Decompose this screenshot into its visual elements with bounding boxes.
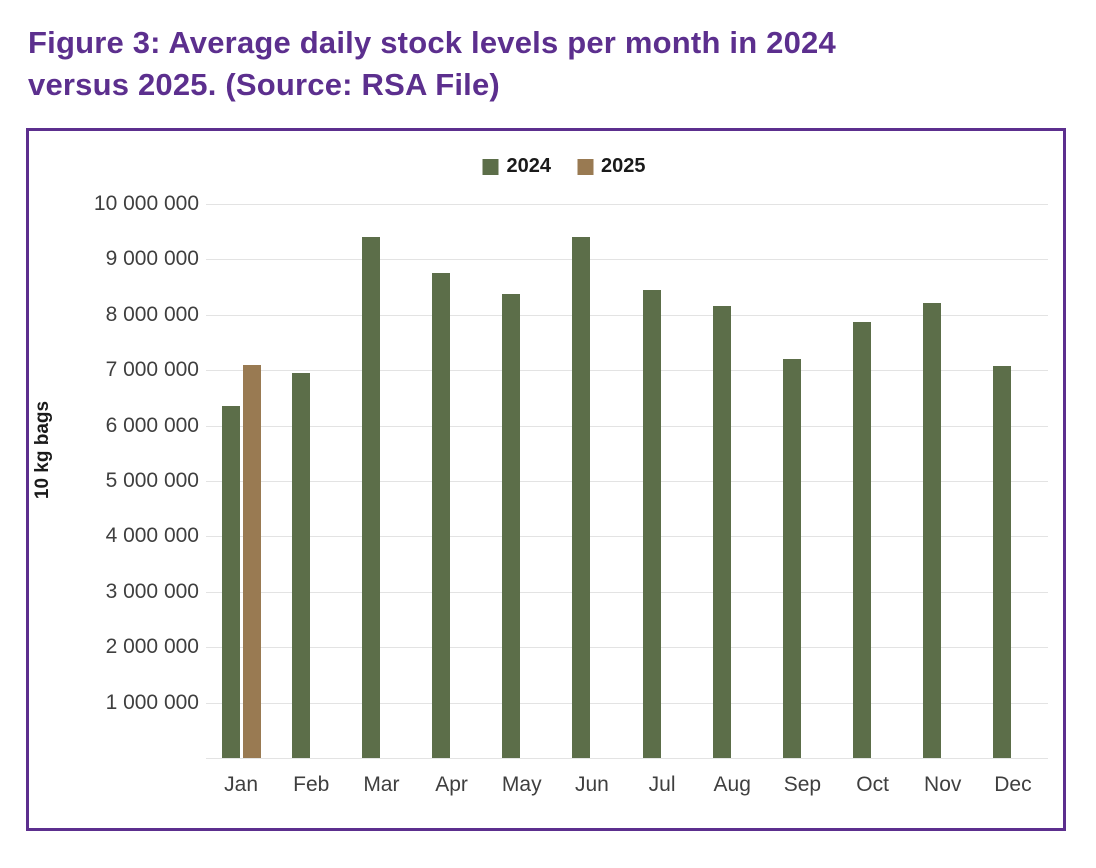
bar-2024-Jan [221, 406, 240, 758]
x-axis-label-Nov: Nov [924, 773, 962, 796]
y-tick-label: 10 000 000 [93, 192, 199, 215]
bar-2024-Jun [572, 237, 591, 758]
y-tick-label: 4 000 000 [105, 524, 199, 548]
gridline [206, 702, 1048, 704]
figure-title: Figure 3: Average daily stock levels per… [28, 22, 1048, 106]
x-axis-label-Dec: Dec [994, 773, 1032, 796]
figure-title-line1: Figure 3: Average daily stock levels per… [28, 25, 836, 60]
y-tick-label: 2 000 000 [105, 635, 199, 659]
chart-legend: 2024 2025 [482, 155, 646, 178]
gridline [206, 314, 1048, 316]
gridline [206, 370, 1048, 372]
bar-2024-Dec [993, 365, 1012, 758]
x-axis-label-Aug: Aug [713, 773, 751, 796]
bar-2024-Feb [291, 372, 310, 758]
x-axis-label-Mar: Mar [363, 773, 400, 796]
gridline [206, 536, 1048, 538]
gridline [206, 425, 1048, 427]
bar-2024-Sep [782, 359, 801, 758]
x-axis-label-Jan: Jan [224, 773, 258, 796]
x-axis-label-Jun: Jun [574, 773, 609, 796]
legend-item-2024: 2024 [482, 155, 552, 178]
x-axis-label-Sep: Sep [783, 773, 822, 796]
y-tick-label: 1 000 000 [105, 690, 199, 714]
gridline [206, 591, 1048, 593]
y-tick-label: 9 000 000 [105, 247, 199, 271]
gridline [206, 758, 1048, 759]
bar-2024-Nov [923, 302, 942, 758]
plot-area [206, 204, 1048, 759]
bar-2024-Aug [712, 306, 731, 758]
gridline [206, 204, 1048, 205]
legend-label-2025: 2025 [601, 155, 646, 177]
x-axis-label-Apr: Apr [435, 773, 468, 796]
x-axis-label-Jul: Jul [648, 773, 676, 796]
gridline [206, 481, 1048, 482]
bar-2024-Oct [853, 322, 872, 758]
y-tick-label: 7 000 000 [105, 358, 199, 382]
bar-2024-May [502, 293, 521, 758]
bar-2024-Apr [432, 273, 451, 758]
x-axis-label-Feb: Feb [293, 773, 330, 796]
chart-box: 2024 2025 10 kg bags 1 000 000 2 000 000 3 … [26, 128, 1066, 831]
legend-item-2025: 2025 [577, 155, 646, 178]
legend-label-2024: 2024 [506, 155, 552, 177]
gridline [206, 259, 1048, 261]
legend-swatch-2024 [482, 158, 499, 175]
bar-2025-Jan [242, 364, 261, 758]
legend-swatch-2025 [577, 158, 593, 175]
x-axis-label-May: May [501, 773, 542, 796]
y-tick-label: 8 000 000 [105, 302, 199, 326]
y-tick-label: 3 000 000 [105, 579, 199, 603]
bar-2024-Jul [642, 289, 661, 758]
y-tick-label: 5 000 000 [105, 469, 199, 492]
y-axis-title: 10 kg bags [32, 400, 53, 500]
figure-title-line2: versus 2025. (Source: RSA File) [28, 67, 500, 102]
y-tick-label: 6 000 000 [105, 413, 199, 437]
gridline [206, 647, 1048, 649]
x-axis-label-Oct: Oct [856, 773, 889, 796]
bar-2024-Mar [361, 237, 380, 758]
